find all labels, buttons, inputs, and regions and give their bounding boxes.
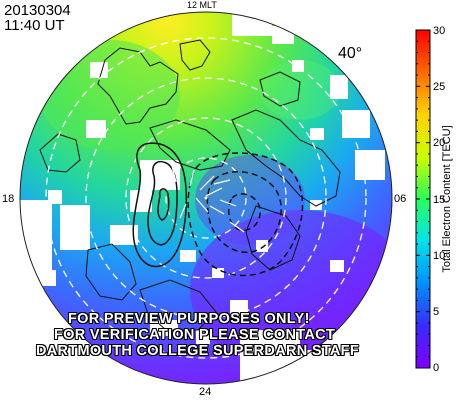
latitude-label: 40° bbox=[338, 45, 363, 62]
watermark-line-3: DARTMOUTH COLLEGE SUPERDARN STAFF bbox=[36, 343, 359, 359]
colorbar-tick-label: 25 bbox=[433, 81, 446, 93]
time-label: 11:40 UT bbox=[4, 17, 65, 34]
watermark-line-2: FOR VERIFICATION PLEASE CONTACT bbox=[54, 327, 336, 343]
mlt-bottom-label: 24 bbox=[199, 386, 212, 398]
velocity-vectors bbox=[171, 165, 245, 233]
latitude-circles bbox=[45, 37, 367, 359]
convection-contours bbox=[132, 142, 188, 268]
colorbar-ticks bbox=[416, 29, 430, 369]
colorbar-title: Total Electron Content [TECU] bbox=[441, 125, 453, 273]
colorbar-tick-label: 10 bbox=[433, 250, 446, 262]
mlt-top-label: 12 MLT bbox=[187, 0, 217, 10]
convection-contours-dashed bbox=[187, 152, 304, 277]
colorbar-tick-label: 20 bbox=[433, 137, 446, 149]
watermark-line-1: FOR PREVIEW PURPOSES ONLY! bbox=[68, 311, 310, 327]
mlt-left-label: 18 bbox=[2, 193, 15, 205]
colorbar-tick-label: 5 bbox=[433, 306, 440, 318]
colorbar-tick-label: 0 bbox=[433, 362, 440, 374]
coastlines bbox=[39, 39, 341, 331]
date-label: 20130304 bbox=[4, 2, 71, 19]
colorbar-tick-label: 15 bbox=[433, 194, 446, 206]
tec-field bbox=[20, 12, 392, 384]
mlt-right-label: 06 bbox=[394, 193, 407, 205]
map-border bbox=[19, 11, 393, 385]
colorbar-tick-label: 30 bbox=[433, 25, 446, 37]
